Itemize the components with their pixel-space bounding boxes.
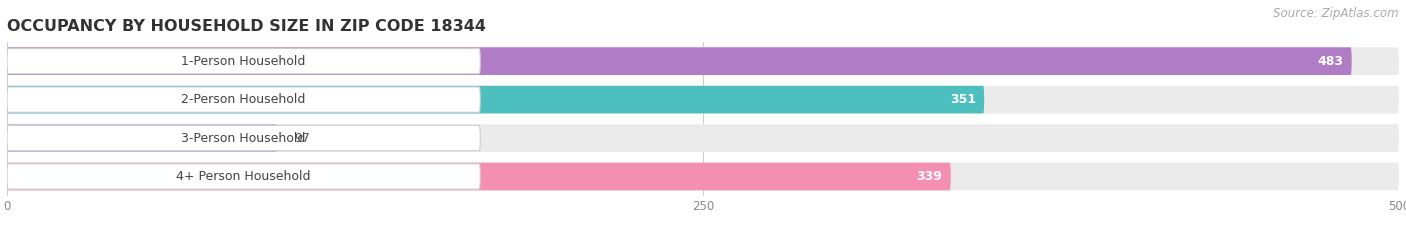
Text: OCCUPANCY BY HOUSEHOLD SIZE IN ZIP CODE 18344: OCCUPANCY BY HOUSEHOLD SIZE IN ZIP CODE … [7,19,486,34]
FancyBboxPatch shape [7,87,481,112]
Text: Source: ZipAtlas.com: Source: ZipAtlas.com [1274,7,1399,20]
Text: 97: 97 [294,132,309,144]
FancyBboxPatch shape [7,86,984,113]
FancyBboxPatch shape [7,47,1351,75]
FancyBboxPatch shape [7,125,481,151]
Text: 3-Person Household: 3-Person Household [181,132,307,144]
Text: 1-Person Household: 1-Person Household [181,55,307,68]
Text: 351: 351 [949,93,976,106]
FancyBboxPatch shape [7,48,481,74]
Text: 2-Person Household: 2-Person Household [181,93,307,106]
Text: 4+ Person Household: 4+ Person Household [176,170,311,183]
FancyBboxPatch shape [7,163,1399,190]
FancyBboxPatch shape [7,86,1399,113]
FancyBboxPatch shape [7,164,481,189]
FancyBboxPatch shape [7,163,950,190]
FancyBboxPatch shape [7,124,1399,152]
Text: 339: 339 [917,170,942,183]
Text: 483: 483 [1317,55,1343,68]
FancyBboxPatch shape [7,47,1399,75]
FancyBboxPatch shape [7,124,277,152]
